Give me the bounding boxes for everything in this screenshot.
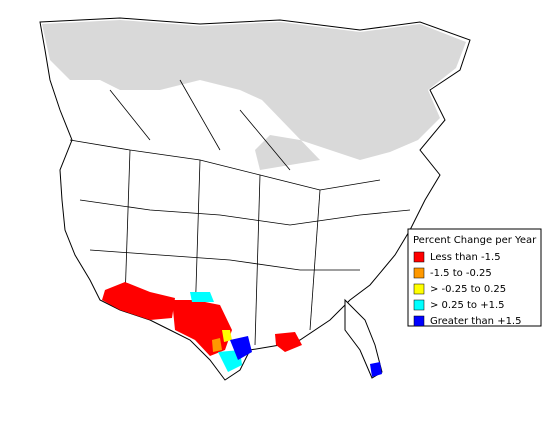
legend-swatch <box>413 267 425 279</box>
legend-label: Less than -1.5 <box>430 252 501 263</box>
legend-swatch <box>413 283 425 295</box>
region-borders <box>69 79 411 346</box>
legend-label: -1.5 to -0.25 <box>430 268 492 279</box>
trend-patches <box>102 282 382 377</box>
patch <box>218 350 242 372</box>
legend-label: > -0.25 to 0.25 <box>430 284 506 295</box>
legend-swatch <box>413 315 425 327</box>
legend-box <box>407 228 542 327</box>
legend-label: Greater than +1.5 <box>430 316 521 327</box>
patch <box>230 336 252 360</box>
legend: Percent Change per Year Less than -1.5 -1… <box>407 228 542 327</box>
patch <box>370 362 382 377</box>
legend-title: Percent Change per Year <box>413 235 537 246</box>
legend-swatch <box>413 299 425 311</box>
patch <box>102 282 175 320</box>
unsurveyed-region <box>42 20 466 170</box>
legend-swatch <box>413 251 425 263</box>
legend-label: > 0.25 to +1.5 <box>430 300 505 311</box>
patch <box>275 332 302 352</box>
patch <box>222 330 232 342</box>
patch <box>212 338 222 352</box>
patch <box>190 292 214 302</box>
